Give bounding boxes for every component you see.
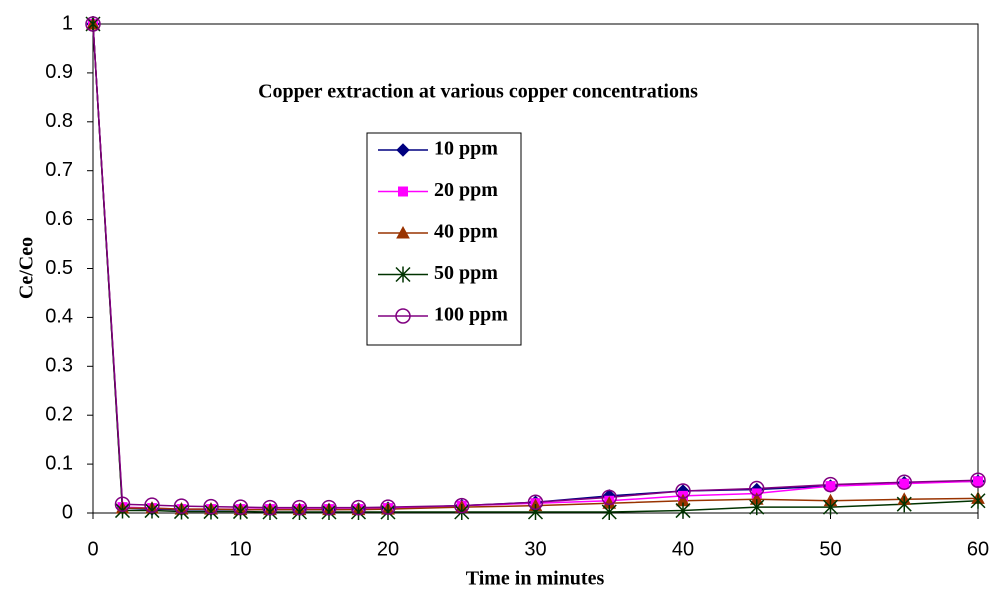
legend-marker xyxy=(398,186,408,197)
marker xyxy=(749,480,765,497)
x-tick-label: 10 xyxy=(229,538,251,560)
x-axis-label: Time in minutes xyxy=(466,568,605,590)
marker xyxy=(380,499,396,515)
legend-label: 100 ppm xyxy=(434,304,508,326)
x-tick-label: 60 xyxy=(967,538,989,560)
marker xyxy=(896,474,912,490)
y-tick-label: 0 xyxy=(62,501,73,523)
marker xyxy=(601,489,617,506)
marker xyxy=(970,492,986,509)
marker xyxy=(350,499,367,516)
marker xyxy=(749,499,765,516)
marker xyxy=(203,503,219,520)
chart-title: Copper extraction at various copper conc… xyxy=(258,81,698,103)
marker xyxy=(262,499,278,516)
marker xyxy=(173,498,190,514)
y-tick-label: 0.1 xyxy=(45,452,73,474)
marker xyxy=(232,499,249,515)
y-tick-label: 1 xyxy=(62,12,73,34)
marker xyxy=(527,494,544,510)
x-tick-label: 50 xyxy=(819,538,841,560)
marker xyxy=(291,499,308,516)
legend-label: 40 ppm xyxy=(434,221,498,243)
x-tick-label: 20 xyxy=(377,538,399,560)
marker xyxy=(822,499,839,516)
marker xyxy=(85,16,101,32)
y-axis-label: Ce/Ceo xyxy=(16,237,38,299)
marker xyxy=(675,502,691,519)
y-tick-label: 0.9 xyxy=(45,61,73,83)
y-tick-label: 0.4 xyxy=(45,306,73,328)
legend-marker xyxy=(396,143,410,157)
marker xyxy=(454,497,470,514)
y-tick-label: 0.3 xyxy=(45,355,73,377)
marker xyxy=(825,481,836,492)
marker xyxy=(114,496,131,512)
marker xyxy=(321,504,337,521)
y-tick-label: 0.8 xyxy=(45,110,73,132)
marker xyxy=(144,497,160,513)
marker xyxy=(896,496,912,513)
marker xyxy=(601,504,617,521)
y-tick-label: 0.5 xyxy=(45,257,73,279)
legend-marker xyxy=(395,308,411,324)
marker xyxy=(970,472,986,488)
x-tick-label: 0 xyxy=(87,538,98,560)
x-tick-label: 30 xyxy=(524,538,546,560)
marker xyxy=(899,478,910,489)
x-tick-label: 40 xyxy=(672,538,694,560)
marker xyxy=(203,498,219,515)
marker xyxy=(291,504,308,521)
marker xyxy=(973,476,983,487)
marker xyxy=(380,504,396,521)
legend-label: 20 ppm xyxy=(434,179,498,201)
marker xyxy=(675,483,691,499)
y-tick-label: 0.6 xyxy=(45,208,73,230)
legend-marker xyxy=(395,266,411,283)
y-tick-label: 0.7 xyxy=(45,159,73,181)
marker xyxy=(173,503,190,520)
legend-label: 10 ppm xyxy=(434,138,498,160)
legend xyxy=(366,132,522,346)
marker xyxy=(822,476,839,493)
legend-marker xyxy=(396,225,410,239)
marker xyxy=(321,499,337,516)
marker xyxy=(262,504,278,521)
legend-label: 50 ppm xyxy=(434,262,498,284)
marker xyxy=(350,504,367,521)
marker xyxy=(144,502,160,519)
y-tick-label: 0.2 xyxy=(45,403,73,425)
marker xyxy=(232,503,249,520)
